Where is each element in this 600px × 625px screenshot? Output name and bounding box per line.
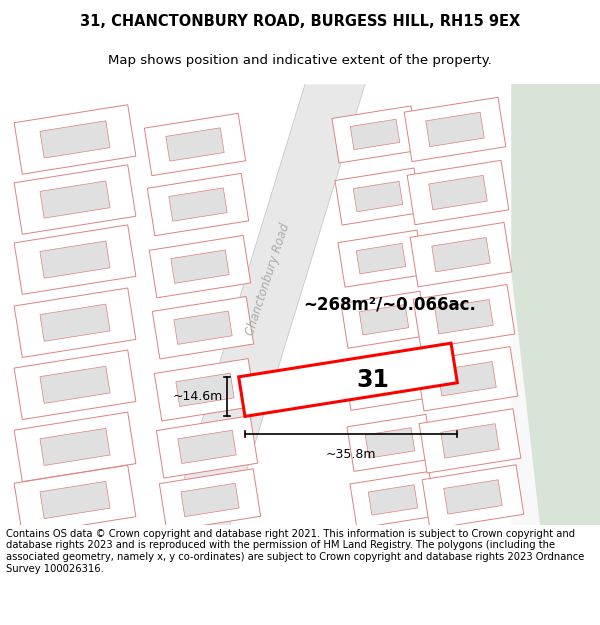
Text: ~14.6m: ~14.6m — [172, 390, 223, 403]
Polygon shape — [335, 168, 421, 225]
Polygon shape — [170, 84, 365, 525]
Polygon shape — [353, 181, 403, 212]
Polygon shape — [347, 414, 433, 471]
Polygon shape — [40, 181, 110, 218]
Polygon shape — [40, 121, 110, 158]
Polygon shape — [14, 105, 136, 174]
Polygon shape — [14, 412, 136, 482]
Polygon shape — [174, 311, 232, 344]
Polygon shape — [149, 236, 251, 298]
Polygon shape — [410, 222, 512, 287]
Text: 31: 31 — [356, 368, 389, 392]
Polygon shape — [154, 359, 256, 421]
Text: Contains OS data © Crown copyright and database right 2021. This information is : Contains OS data © Crown copyright and d… — [6, 529, 584, 574]
Polygon shape — [350, 471, 436, 529]
Polygon shape — [40, 428, 110, 466]
Text: Map shows position and indicative extent of the property.: Map shows position and indicative extent… — [108, 54, 492, 68]
Polygon shape — [14, 288, 136, 357]
Text: ~268m²/~0.066ac.: ~268m²/~0.066ac. — [304, 296, 476, 314]
Polygon shape — [40, 241, 110, 278]
Polygon shape — [359, 304, 409, 335]
Bar — [0, 84, 510, 525]
Polygon shape — [426, 112, 484, 147]
Polygon shape — [432, 238, 490, 272]
Polygon shape — [169, 188, 227, 221]
Polygon shape — [181, 483, 239, 517]
Polygon shape — [435, 299, 493, 334]
Polygon shape — [176, 373, 234, 406]
Polygon shape — [166, 127, 224, 161]
Polygon shape — [157, 416, 257, 478]
Polygon shape — [332, 106, 418, 163]
Polygon shape — [356, 243, 406, 274]
Text: ~35.8m: ~35.8m — [326, 449, 376, 461]
Polygon shape — [368, 485, 418, 515]
Polygon shape — [152, 296, 254, 359]
Polygon shape — [148, 173, 248, 236]
Polygon shape — [365, 428, 415, 458]
Polygon shape — [344, 353, 430, 411]
Text: 31, CHANCTONBURY ROAD, BURGESS HILL, RH15 9EX: 31, CHANCTONBURY ROAD, BURGESS HILL, RH1… — [80, 14, 520, 29]
Polygon shape — [413, 284, 515, 349]
Polygon shape — [429, 176, 487, 210]
Polygon shape — [40, 304, 110, 341]
Polygon shape — [338, 230, 424, 287]
Polygon shape — [444, 480, 502, 514]
Polygon shape — [404, 98, 506, 162]
Polygon shape — [40, 481, 110, 519]
Polygon shape — [178, 430, 236, 464]
Polygon shape — [362, 367, 412, 397]
Polygon shape — [145, 113, 245, 176]
Polygon shape — [419, 409, 521, 473]
Polygon shape — [407, 161, 509, 225]
Polygon shape — [171, 250, 229, 283]
Polygon shape — [14, 465, 136, 535]
Polygon shape — [14, 350, 136, 419]
Polygon shape — [239, 343, 457, 416]
Polygon shape — [490, 84, 600, 525]
Text: Chanctonbury Road: Chanctonbury Road — [244, 222, 292, 338]
Polygon shape — [350, 119, 400, 149]
Polygon shape — [341, 291, 427, 348]
Polygon shape — [40, 366, 110, 403]
Polygon shape — [438, 362, 496, 396]
Polygon shape — [416, 347, 518, 411]
Polygon shape — [441, 424, 499, 458]
Polygon shape — [14, 225, 136, 294]
Polygon shape — [422, 465, 524, 529]
Polygon shape — [160, 469, 260, 531]
Polygon shape — [14, 165, 136, 234]
